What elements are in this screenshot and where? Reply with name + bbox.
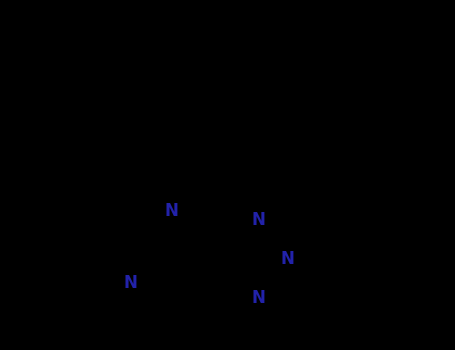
Text: N: N bbox=[165, 202, 178, 220]
Text: N: N bbox=[252, 289, 266, 307]
Text: N: N bbox=[252, 211, 266, 229]
Text: N: N bbox=[280, 250, 294, 268]
Text: N: N bbox=[123, 274, 137, 292]
